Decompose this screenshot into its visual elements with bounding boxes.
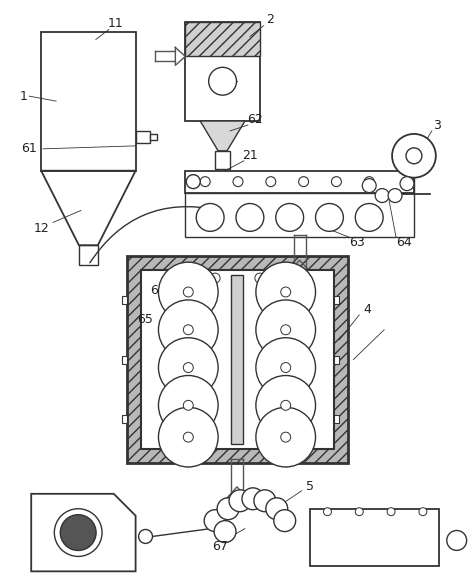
- Circle shape: [281, 287, 291, 297]
- Circle shape: [209, 68, 237, 95]
- Text: 67: 67: [212, 540, 228, 553]
- Bar: [335, 416, 339, 423]
- Bar: [149, 134, 157, 140]
- Circle shape: [242, 488, 264, 510]
- Circle shape: [266, 177, 276, 187]
- Bar: [215, 151, 230, 169]
- Text: 65: 65: [137, 313, 154, 327]
- Bar: [141, 270, 335, 449]
- Circle shape: [362, 179, 376, 193]
- Bar: [41, 31, 136, 171]
- Circle shape: [387, 508, 395, 516]
- Circle shape: [158, 300, 218, 360]
- Text: 2: 2: [266, 13, 274, 26]
- Bar: [185, 22, 260, 121]
- Circle shape: [356, 508, 363, 516]
- Circle shape: [183, 287, 193, 297]
- Bar: [231, 275, 243, 444]
- Text: 5: 5: [306, 480, 314, 494]
- Bar: [185, 193, 414, 237]
- Circle shape: [183, 325, 193, 335]
- Circle shape: [236, 204, 264, 232]
- Circle shape: [200, 177, 210, 187]
- Circle shape: [183, 432, 193, 442]
- Circle shape: [158, 262, 218, 322]
- Circle shape: [276, 204, 304, 232]
- Circle shape: [281, 400, 291, 410]
- Bar: [335, 356, 339, 364]
- Circle shape: [204, 510, 226, 531]
- Circle shape: [281, 363, 291, 372]
- Circle shape: [229, 490, 251, 512]
- Circle shape: [375, 189, 389, 203]
- Circle shape: [256, 262, 316, 322]
- Circle shape: [183, 400, 193, 410]
- Text: 63: 63: [349, 236, 365, 249]
- Circle shape: [170, 273, 180, 283]
- Circle shape: [281, 325, 291, 335]
- Text: 62: 62: [247, 112, 263, 126]
- Circle shape: [392, 134, 436, 178]
- Circle shape: [255, 273, 265, 283]
- Bar: [122, 356, 127, 364]
- Circle shape: [266, 498, 288, 520]
- Circle shape: [323, 508, 331, 516]
- Circle shape: [158, 407, 218, 467]
- Bar: [122, 296, 127, 304]
- Text: 64: 64: [396, 236, 412, 249]
- Polygon shape: [200, 121, 245, 151]
- Circle shape: [158, 338, 218, 398]
- Bar: [185, 22, 260, 56]
- Bar: [79, 245, 98, 265]
- Circle shape: [447, 530, 466, 551]
- Circle shape: [233, 177, 243, 187]
- Text: 4: 4: [363, 303, 371, 317]
- Circle shape: [364, 177, 374, 187]
- Circle shape: [138, 530, 153, 544]
- Circle shape: [256, 338, 316, 398]
- Text: 66: 66: [151, 283, 166, 296]
- Circle shape: [60, 514, 96, 551]
- Circle shape: [254, 490, 276, 512]
- Text: 12: 12: [33, 222, 49, 235]
- Bar: [335, 296, 339, 304]
- Circle shape: [406, 148, 422, 164]
- Circle shape: [281, 432, 291, 442]
- Circle shape: [274, 510, 296, 531]
- Circle shape: [186, 175, 200, 189]
- Circle shape: [158, 375, 218, 435]
- Circle shape: [316, 204, 343, 232]
- Text: 61: 61: [21, 143, 37, 155]
- Bar: [122, 416, 127, 423]
- Circle shape: [331, 177, 341, 187]
- Text: 21: 21: [242, 150, 258, 162]
- Text: 3: 3: [433, 119, 441, 133]
- Circle shape: [210, 273, 220, 283]
- Circle shape: [400, 177, 414, 190]
- Circle shape: [196, 204, 224, 232]
- Polygon shape: [31, 494, 136, 572]
- Circle shape: [183, 363, 193, 372]
- Circle shape: [356, 204, 383, 232]
- Circle shape: [388, 189, 402, 203]
- Bar: [136, 131, 149, 143]
- Circle shape: [299, 177, 309, 187]
- Circle shape: [256, 300, 316, 360]
- Circle shape: [256, 407, 316, 467]
- Circle shape: [217, 498, 239, 520]
- Bar: [127, 256, 348, 463]
- Text: 11: 11: [108, 17, 124, 30]
- Bar: [185, 171, 414, 193]
- Text: 1: 1: [19, 90, 27, 102]
- Circle shape: [419, 508, 427, 516]
- Circle shape: [214, 521, 236, 542]
- Circle shape: [295, 273, 305, 283]
- Circle shape: [256, 375, 316, 435]
- Bar: [310, 509, 439, 566]
